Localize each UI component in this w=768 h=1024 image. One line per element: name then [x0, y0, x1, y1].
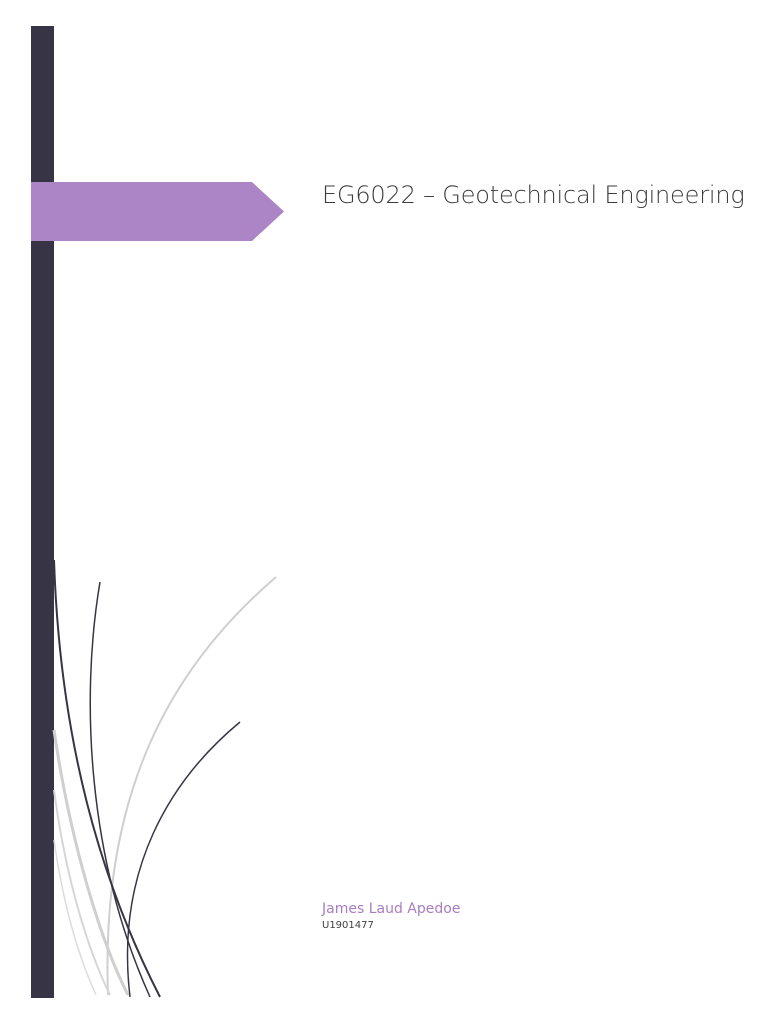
curve-light-1: [106, 576, 277, 996]
curve-dark-3: [126, 721, 241, 998]
document-title: EG6022 – Geotechnical Engineering: [322, 181, 745, 209]
curve-light-2: [52, 729, 130, 996]
curve-light-4: [53, 839, 97, 996]
student-id: U1901477: [322, 920, 374, 931]
curve-light-3: [53, 789, 111, 996]
author-block: James Laud Apedoe U1901477: [322, 901, 460, 931]
author-name: James Laud Apedoe: [322, 901, 461, 917]
curve-dark-1: [53, 559, 161, 998]
title-arrow-banner: [31, 182, 284, 241]
curve-dark-2: [89, 581, 151, 998]
sidebar-bar: [31, 26, 54, 998]
arrow-shape: [31, 182, 284, 241]
decorative-curves: [0, 540, 300, 1024]
